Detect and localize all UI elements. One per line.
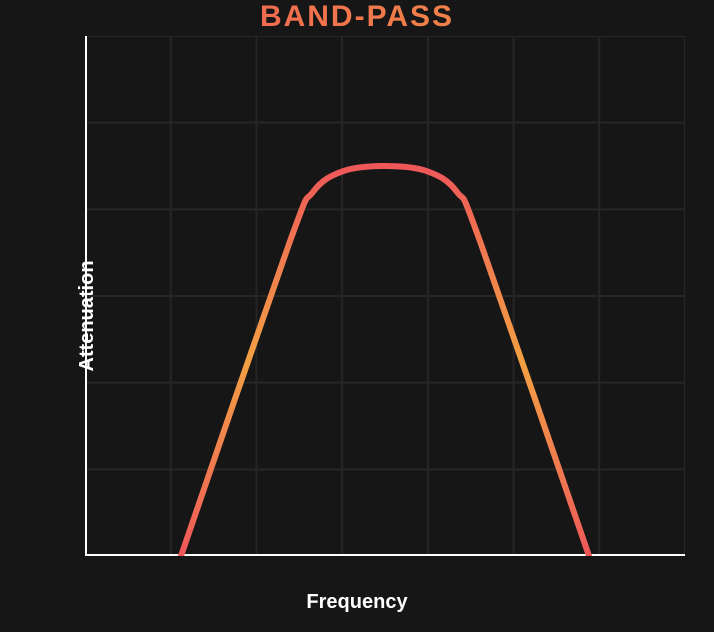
response-curve	[181, 166, 589, 556]
chart-title: BAND-PASS	[0, 0, 714, 34]
chart-plot-area	[85, 36, 685, 556]
chart-root: BAND-PASS Attenuation Frequency	[0, 0, 714, 632]
grid	[85, 36, 685, 556]
x-axis-label: Frequency	[306, 591, 407, 614]
